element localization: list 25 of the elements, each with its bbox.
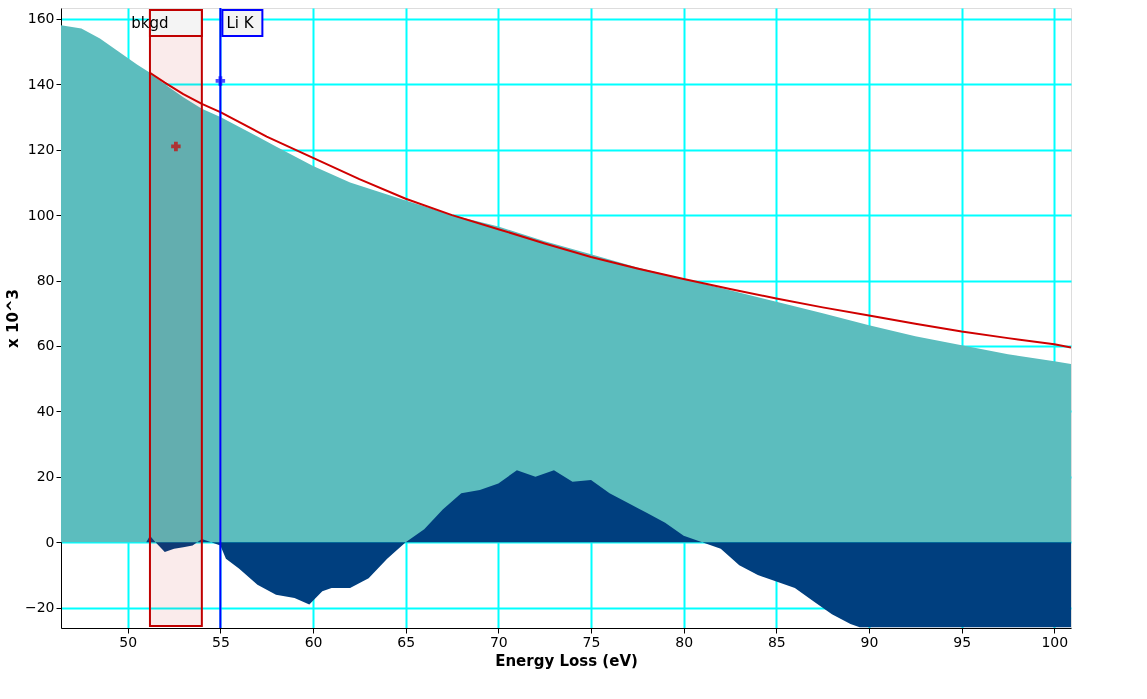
x-tick-label: 80 — [675, 633, 694, 650]
x-tick-label: 100 — [1041, 633, 1069, 650]
x-tick-label: 55 — [211, 633, 230, 650]
y-tick-label: 120 — [27, 141, 55, 158]
x-tick-label: 60 — [304, 633, 323, 650]
x-tick-label: 50 — [119, 633, 138, 650]
y-tick-label: 20 — [36, 468, 55, 485]
y-tick-label: −20 — [24, 599, 55, 616]
x-tick-label: 85 — [767, 633, 786, 650]
y-tick-label: 0 — [45, 533, 55, 550]
x-tick-label: 65 — [397, 633, 416, 650]
y-tick-label: 60 — [36, 337, 55, 354]
y-tick-label: 100 — [27, 206, 55, 223]
x-tick-label: 95 — [953, 633, 972, 650]
line-series — [148, 71, 1071, 349]
y-tick-label: 160 — [27, 10, 55, 27]
y-tick-label: 40 — [36, 402, 55, 419]
y-tick-label: 80 — [36, 272, 55, 289]
x-tick-label: 90 — [860, 633, 879, 650]
y-tick-label: 140 — [27, 75, 55, 92]
x-tick-label: 75 — [582, 633, 601, 650]
x-axis-title: Energy Loss (eV) — [495, 651, 638, 670]
x-tick-label: 70 — [489, 633, 508, 650]
y-axis-title: x 10^3 — [3, 289, 22, 348]
ref-line-label: Li K — [226, 14, 255, 32]
